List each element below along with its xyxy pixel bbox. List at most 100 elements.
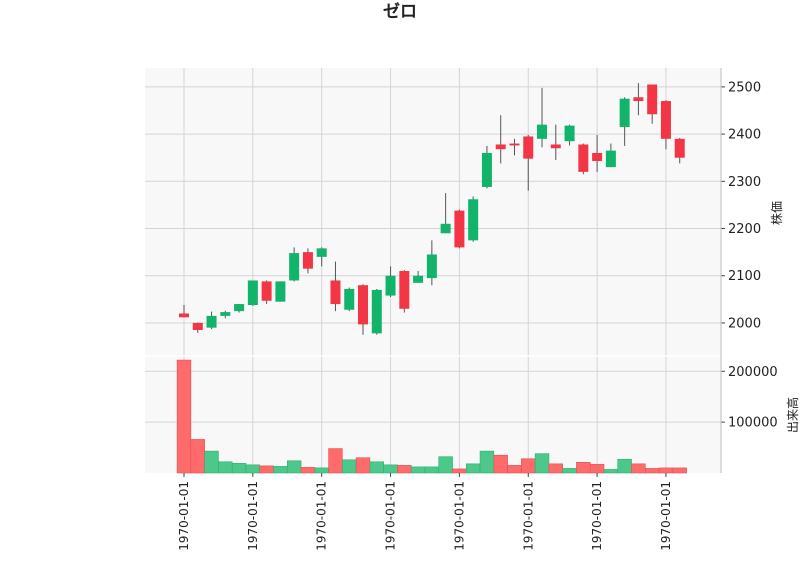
chart-title: ゼロ (383, 1, 417, 22)
candlestick (495, 115, 506, 164)
candlestick (440, 193, 451, 234)
candlestick (592, 135, 603, 172)
candlestick (247, 280, 258, 306)
price-tick-label: 2200 (728, 222, 761, 237)
candle-body (454, 210, 465, 248)
candlestick (426, 240, 437, 286)
volume-bar (369, 461, 384, 474)
candle-body (385, 275, 396, 296)
candle-body (550, 144, 561, 149)
candlestick (234, 304, 245, 313)
volume-bar (397, 465, 412, 474)
candlestick (481, 145, 492, 189)
volume-bar (355, 457, 371, 474)
candle-body (302, 252, 313, 269)
volume-bar (576, 462, 591, 474)
candle-body (674, 138, 685, 158)
x-tick-label: 1970-01-01 (521, 481, 535, 551)
volume-tick-label: 200000 (728, 365, 778, 380)
candlestick (358, 284, 369, 335)
candle-body (289, 253, 300, 281)
volume-bar (342, 459, 357, 474)
candle-body (509, 143, 520, 146)
volume-bar (548, 463, 563, 474)
candlestick (316, 247, 327, 267)
axes: 1970-01-01 1970-01-01 1970-01-01 1970-01-01… (177, 68, 778, 551)
volume-bar (644, 468, 660, 474)
volume-bar (452, 468, 467, 474)
candle-body (247, 280, 258, 306)
candlestick (371, 288, 382, 335)
volume-bar (383, 464, 398, 474)
x-tick-label: 1970-01-01 (315, 481, 329, 551)
price-tick-label: 2100 (728, 269, 761, 284)
volume-bar (424, 466, 440, 474)
volume-tick-label: 100000 (728, 416, 778, 431)
x-tick-label: 1970-01-01 (177, 481, 191, 551)
candlestick (261, 280, 272, 305)
volume-plot-area (145, 356, 721, 473)
candle-body (179, 313, 189, 318)
candle-body (481, 152, 492, 187)
candle-body (537, 124, 548, 139)
volume-axis-label: 出来高 (785, 397, 800, 433)
candlestick (509, 138, 520, 156)
candlestick (399, 270, 410, 313)
volume-bar (658, 467, 674, 474)
volume-bar (562, 468, 577, 474)
candle-body (330, 280, 341, 305)
candle-body (523, 136, 534, 159)
candle-body (344, 288, 355, 310)
candle-body (192, 322, 203, 331)
candlestick (550, 124, 561, 161)
x-tick-label: 1970-01-01 (590, 481, 604, 551)
candle-body (371, 289, 382, 334)
candle-body (413, 275, 424, 283)
volume-bar (300, 467, 316, 474)
volume-bar (410, 466, 426, 474)
candlestick (206, 311, 217, 330)
candle-body (275, 281, 286, 302)
candle-body (578, 144, 589, 172)
candle-body (468, 199, 479, 241)
volume-bar (190, 439, 205, 474)
candle-body (619, 98, 630, 128)
candle-body (660, 101, 671, 139)
candlestick (344, 287, 355, 312)
candlestick (302, 248, 313, 274)
volume-bar (328, 448, 343, 474)
candlestick (454, 209, 465, 249)
x-tick-label: 1970-01-01 (246, 481, 260, 551)
price-tick-label: 2500 (728, 80, 761, 95)
volume-bar (521, 458, 536, 474)
candle-body (633, 97, 644, 102)
volume-bar (218, 461, 233, 474)
candlestick (275, 281, 286, 302)
volume-bar (603, 469, 619, 474)
candlestick (578, 143, 589, 175)
candlestick (385, 266, 396, 297)
price-tick-label: 2400 (728, 128, 761, 143)
candlestick (220, 310, 231, 319)
candlestick (633, 83, 644, 116)
volume-bar (259, 465, 274, 474)
candle-body (426, 254, 437, 279)
candlestick (192, 322, 203, 333)
candlestick (523, 135, 534, 191)
volume-bar (617, 458, 632, 474)
candle-body (358, 285, 369, 325)
volume-bar (631, 463, 646, 474)
candle-body (605, 150, 616, 168)
volume-bar (672, 467, 687, 474)
candlestick (660, 100, 671, 150)
candle-body (206, 315, 217, 328)
volume-bar (493, 454, 508, 474)
volume-bar (479, 450, 495, 474)
volume-bar (534, 453, 550, 474)
volume-bar (286, 460, 302, 474)
price-axis-label: 株価 (769, 201, 784, 225)
candlestick (605, 143, 616, 168)
volume-bar (314, 467, 329, 474)
candle-body (564, 125, 575, 142)
